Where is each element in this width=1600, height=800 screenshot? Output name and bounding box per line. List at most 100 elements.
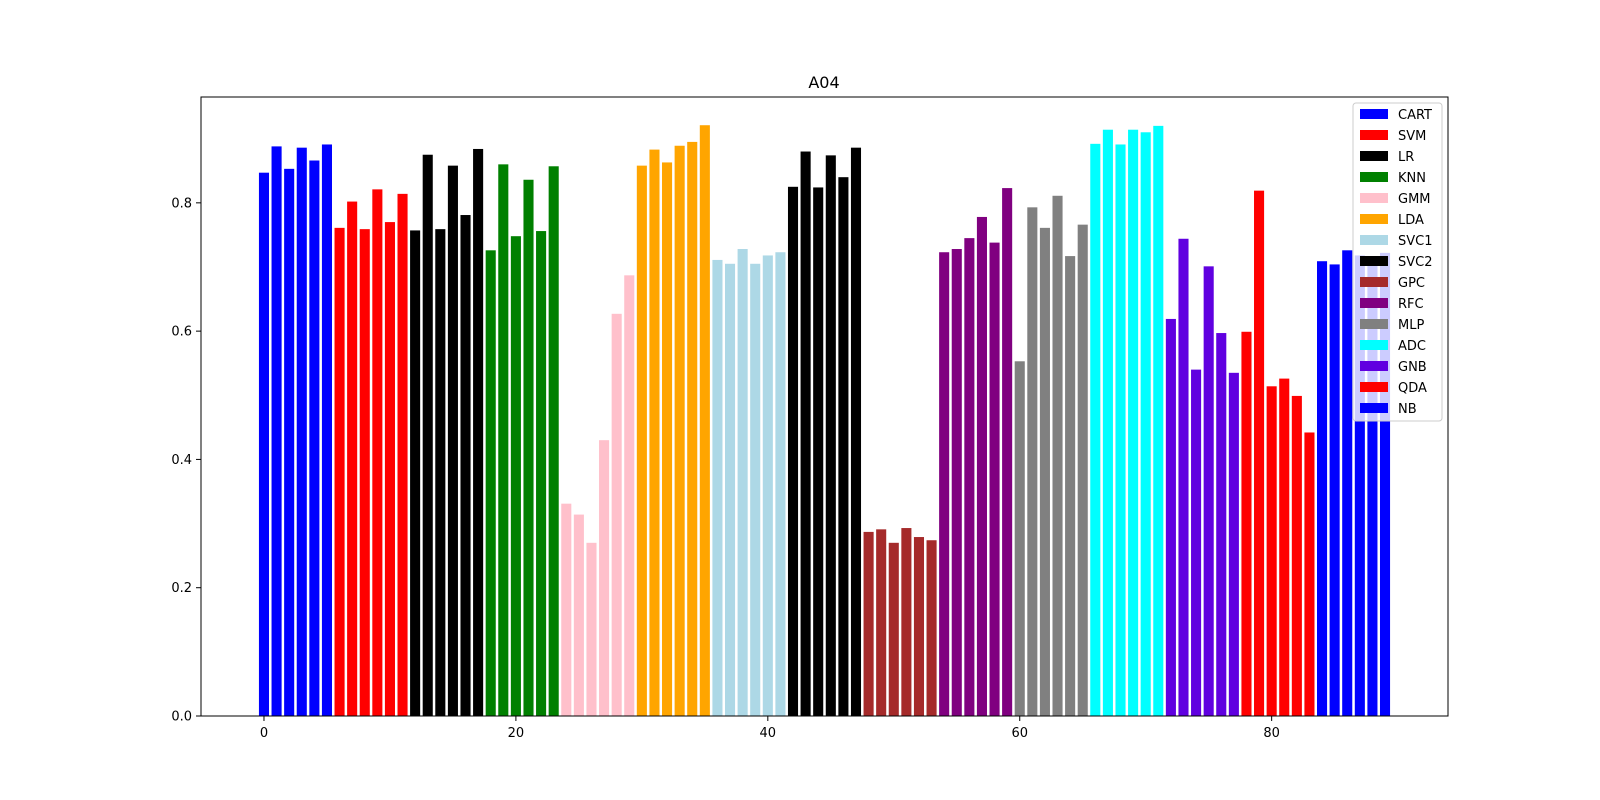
legend-item-nb: NB: [1360, 402, 1417, 417]
bar-lr-3: [447, 165, 458, 716]
legend-swatch: [1360, 277, 1388, 287]
bar-rfc-4: [989, 242, 1000, 717]
bar-qda-2: [1266, 386, 1277, 716]
bar-qda-3: [1279, 378, 1290, 716]
bar-gmm-1: [573, 514, 584, 716]
legend-swatch: [1360, 235, 1388, 245]
bar-nb-4: [1367, 256, 1378, 716]
axes-frame: [200, 96, 1449, 717]
bar-gnb-0: [1165, 318, 1176, 716]
y-tick-label: 0.8: [171, 196, 192, 211]
legend: CART SVM LR KNN GMM LDA SVC1 SVC2 GPC RFC MLP ADC GN…: [1352, 102, 1443, 422]
legend-entries: CART SVM LR KNN GMM LDA SVC1 SVC2 GPC RFC MLP ADC GN…: [1360, 108, 1433, 417]
series-rfc: [939, 188, 1013, 717]
legend-item-lda: LDA: [1360, 213, 1424, 228]
bar-svc1-1: [724, 263, 736, 716]
series-gpc: [863, 528, 937, 716]
legend-label: GNB: [1398, 360, 1427, 375]
legend-label: SVM: [1398, 129, 1426, 144]
legend-item-svc2: SVC2: [1360, 255, 1433, 270]
bar-cart-5: [321, 144, 332, 717]
bar-adc-0: [1090, 143, 1101, 716]
bar-svc2-5: [850, 147, 862, 717]
x-tick-label: 0: [260, 726, 268, 741]
series-mlp: [1014, 195, 1088, 717]
bar-knn-0: [485, 250, 496, 716]
legend-label: NB: [1398, 402, 1417, 417]
chart-title: A04: [808, 73, 839, 92]
bar-nb-2: [1342, 250, 1353, 716]
bar-gpc-1: [876, 529, 887, 716]
legend-swatch: [1360, 151, 1388, 161]
legend-item-qda: QDA: [1360, 381, 1427, 396]
bar-gnb-1: [1178, 238, 1189, 716]
legend-swatch: [1360, 109, 1388, 119]
legend-label: CART: [1398, 108, 1432, 123]
bar-lda-1: [649, 149, 660, 717]
bar-adc-5: [1153, 125, 1164, 717]
bar-mlp-5: [1077, 224, 1088, 716]
bar-svc2-1: [800, 151, 811, 716]
series-qda: [1241, 190, 1315, 716]
series-lr: [410, 148, 484, 717]
bar-rfc-5: [1002, 188, 1013, 717]
series-gnb: [1165, 238, 1239, 716]
bar-nb-1: [1329, 264, 1340, 716]
bar-gmm-4: [611, 313, 622, 716]
bar-gmm-3: [599, 440, 610, 716]
bar-gpc-5: [926, 540, 937, 716]
x-tick-label: 80: [1263, 726, 1280, 741]
bar-lda-5: [699, 125, 710, 717]
bar-lr-0: [410, 230, 421, 717]
y-tick-label: 0.6: [171, 325, 192, 340]
legend-swatch: [1360, 256, 1388, 266]
series-cart: [258, 144, 332, 717]
legend-swatch: [1360, 361, 1388, 371]
bar-cart-3: [296, 147, 307, 717]
bar-knn-3: [523, 179, 534, 716]
series-knn: [485, 164, 559, 717]
bar-mlp-3: [1052, 195, 1063, 716]
legend-swatch: [1360, 298, 1388, 308]
bar-cart-2: [284, 168, 295, 717]
legend-item-gmm: GMM: [1360, 192, 1431, 207]
bar-gmm-5: [624, 275, 635, 716]
legend-item-svm: SVM: [1360, 129, 1426, 144]
legend-item-cart: CART: [1360, 108, 1432, 123]
bar-gmm-2: [586, 542, 597, 716]
bar-rfc-1: [951, 249, 962, 716]
x-axis: 0 20 40 60 80: [260, 716, 1280, 741]
bar-lda-2: [662, 162, 673, 716]
legend-swatch: [1360, 382, 1388, 392]
bar-knn-5: [548, 166, 559, 716]
bar-nb-0: [1317, 261, 1328, 716]
bar-svc1-5: [775, 252, 786, 717]
series-svc1: [712, 249, 786, 717]
bar-mlp-1: [1027, 207, 1038, 716]
bar-svc2-0: [787, 186, 799, 717]
legend-label: SVC2: [1398, 255, 1433, 270]
y-tick-label: 0.0: [171, 710, 192, 725]
legend-label: LR: [1398, 150, 1414, 165]
bar-svc1-0: [712, 259, 723, 716]
bar-cart-1: [271, 146, 282, 716]
legend-swatch: [1360, 172, 1388, 182]
bar-gpc-0: [863, 531, 874, 716]
legend-item-gpc: GPC: [1360, 276, 1425, 291]
bar-mlp-2: [1039, 227, 1050, 717]
bar-lda-4: [687, 141, 698, 716]
bar-rfc-0: [939, 252, 950, 717]
bar-cart-0: [258, 172, 270, 716]
bar-svc1-3: [750, 263, 761, 716]
bar-gnb-5: [1228, 372, 1239, 716]
legend-item-adc: ADC: [1360, 339, 1426, 354]
bar-nb-3: [1354, 255, 1365, 716]
bar-gpc-2: [888, 542, 899, 716]
bar-lr-4: [460, 215, 471, 716]
bar-cart-4: [309, 160, 320, 716]
series-gmm: [561, 275, 635, 716]
legend-label: KNN: [1398, 171, 1426, 186]
bar-lr-2: [435, 229, 446, 716]
